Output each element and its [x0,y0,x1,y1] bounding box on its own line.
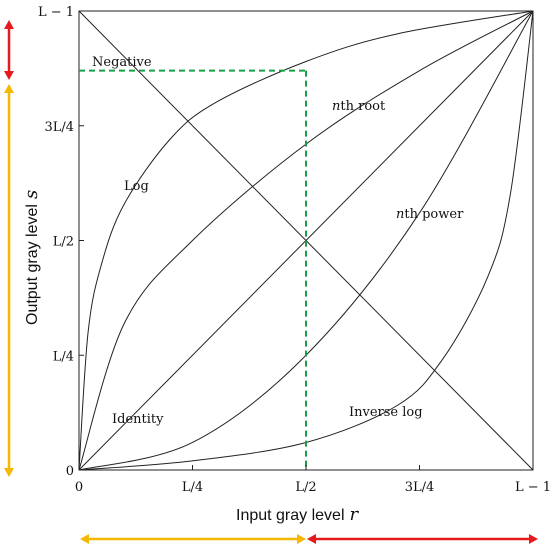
tick-layer: 0 L/4 L/2 3L/4 L − 1 0 L/4 L/2 3L/4 L − 1 [38,5,551,495]
x-yellow-range-arrow-head-right [297,534,306,544]
series-nth-power-line [78,10,534,471]
series-nth-root-line [78,10,534,471]
highlight-layer [79,69,307,470]
label-nth-power: nth power [396,207,464,222]
y-tick-label: L/4 [53,349,74,364]
y-yellow-range-arrow-head-bottom [4,468,14,477]
x-tick-label: 3L/4 [405,480,435,495]
y-tick-label: 0 [66,464,74,479]
label-log: Log [124,179,149,194]
y-yellow-range-arrow-head-top [4,84,14,93]
y-red-range-arrow-head-bottom [4,71,14,80]
series-identity-line [78,10,534,471]
y-tick-label: L/2 [53,235,74,250]
y-red-range-arrow-head-top [4,20,14,29]
x-tick-label: 0 [75,480,83,495]
series-inverse-log-line [78,10,534,471]
y-tick-label: L − 1 [38,5,74,20]
x-axis-title: Input gray level r [236,504,360,525]
label-inverse-log: Inverse log [349,405,423,420]
x-red-range-arrow-head-left [307,534,316,544]
series-log-line [78,10,534,471]
x-tick-label: L − 1 [515,480,551,495]
y-axis-title: Output gray levels [21,190,42,325]
curve-labels-layer: Negative Log nth root Identity nth power… [92,55,464,427]
x-red-range-arrow-head-right [529,534,538,544]
x-tick-label: L/2 [295,480,316,495]
label-negative: Negative [92,55,152,70]
label-identity: Identity [112,412,164,427]
y-tick-label: 3L/4 [44,120,74,135]
label-nth-root: nth root [332,99,386,114]
x-tick-label: L/4 [182,480,203,495]
curves-layer [78,10,534,471]
range-arrows-layer [4,20,538,544]
x-yellow-range-arrow-head-left [80,534,89,544]
